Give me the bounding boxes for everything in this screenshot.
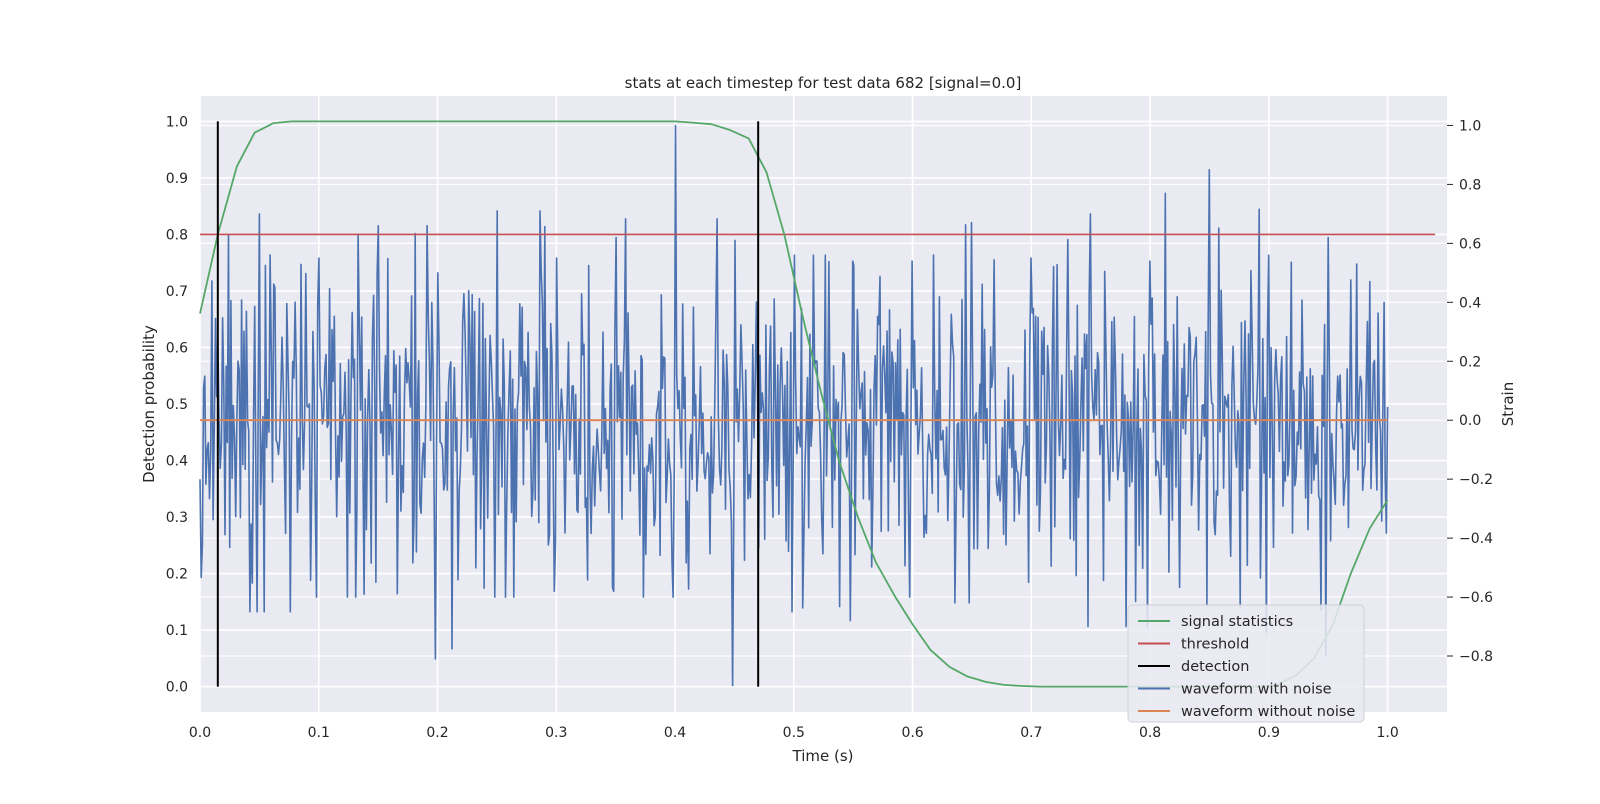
y2-tick-label: −0.8 <box>1459 649 1493 665</box>
x-tick-label: 0.6 <box>901 725 923 741</box>
legend-label: signal statistics <box>1181 614 1293 630</box>
y-tick-label: 0.7 <box>166 284 188 300</box>
y-tick-label: 0.5 <box>166 397 188 413</box>
y-axis-label: Detection probability <box>140 325 158 483</box>
y2-tick-label: −0.6 <box>1459 590 1493 606</box>
x-tick-label: 0.3 <box>545 725 567 741</box>
legend: signal statistics threshold detection wavef… <box>1127 604 1365 723</box>
y-tick-label: 0.2 <box>166 567 188 583</box>
x-tick-label: 0.0 <box>189 725 211 741</box>
x-axis-ticks: 0.0 0.1 0.2 0.3 0.4 0.5 0.6 0.7 0.8 0.9 1.0 <box>189 725 1399 741</box>
y2-tick-label: 0.0 <box>1459 413 1481 429</box>
x-tick-label: 0.8 <box>1139 725 1161 741</box>
y2-tick-label: 0.8 <box>1459 177 1481 193</box>
y-tick-label: 1.0 <box>166 114 188 130</box>
waveform-with-noise-line <box>199 124 1389 687</box>
y-tick-label: 0.3 <box>166 510 188 526</box>
y-tick-label: 0.8 <box>166 227 188 243</box>
y2-tick-label: 0.6 <box>1459 236 1481 252</box>
y-tick-label: 0.4 <box>166 454 188 470</box>
legend-box <box>1127 604 1365 723</box>
x-tick-label: 0.5 <box>783 725 805 741</box>
y2-tick-label: 0.2 <box>1459 354 1481 370</box>
x-tick-label: 0.1 <box>308 725 330 741</box>
y-tick-label: 0.1 <box>166 623 188 639</box>
y2-axis-ticks: −0.8 −0.6 −0.4 −0.2 0.0 0.2 0.4 0.6 0.8 1.0 <box>1447 118 1493 665</box>
x-tick-label: 0.4 <box>664 725 686 741</box>
legend-label: threshold <box>1181 637 1249 653</box>
x-tick-label: 0.2 <box>426 725 448 741</box>
y-tick-label: 0.6 <box>166 340 188 356</box>
y-tick-label: 0.9 <box>166 171 188 187</box>
y2-tick-label: −0.4 <box>1459 531 1493 547</box>
y2-axis-label: Strain <box>1499 382 1517 426</box>
x-tick-label: 1.0 <box>1376 725 1398 741</box>
x-tick-label: 0.9 <box>1258 725 1280 741</box>
legend-label: waveform with noise <box>1181 682 1332 698</box>
y-tick-label: 0.0 <box>166 680 188 696</box>
legend-label: waveform without noise <box>1181 704 1355 720</box>
legend-label: detection <box>1181 659 1249 675</box>
x-axis-label: Time (s) <box>792 747 854 765</box>
chart-title: stats at each timestep for test data 682… <box>625 74 1022 92</box>
x-tick-label: 0.7 <box>1020 725 1042 741</box>
y2-tick-label: 1.0 <box>1459 118 1481 134</box>
y2-tick-label: −0.2 <box>1459 472 1493 488</box>
y-axis-ticks: 0.0 0.1 0.2 0.3 0.4 0.5 0.6 0.7 0.8 0.9 1.0 <box>166 114 188 695</box>
y2-tick-label: 0.4 <box>1459 295 1481 311</box>
